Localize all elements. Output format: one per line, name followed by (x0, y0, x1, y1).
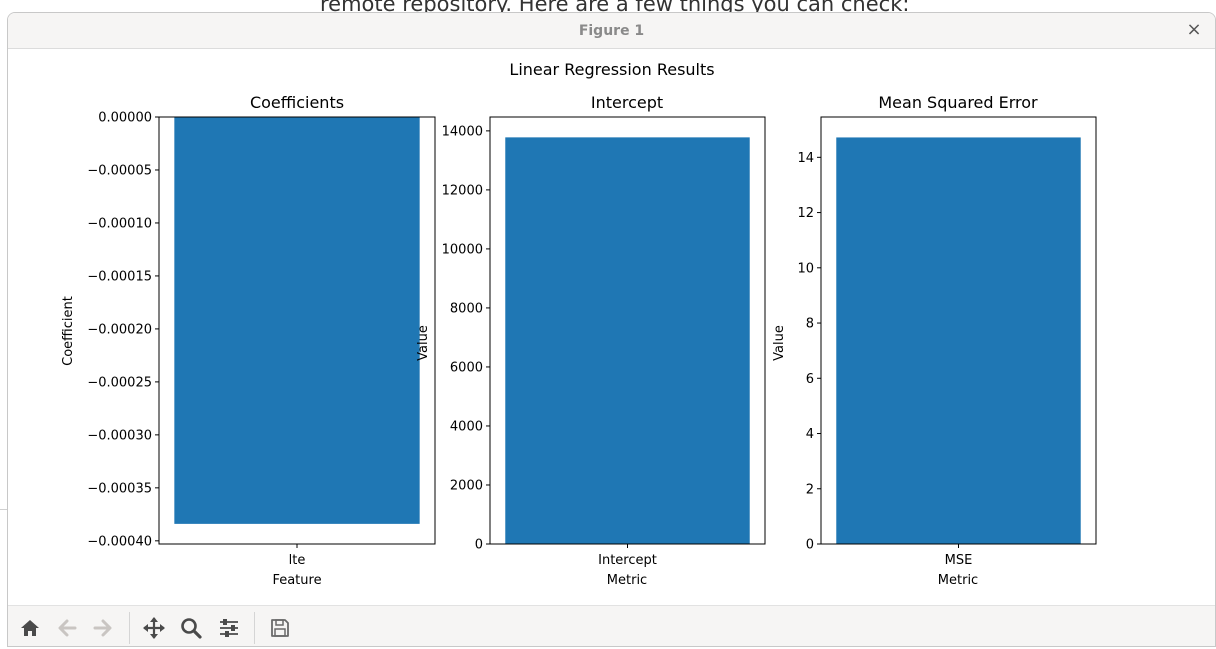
subplot-title: Coefficients (250, 93, 344, 112)
back-button[interactable] (53, 614, 81, 642)
bar (174, 117, 420, 524)
subplot-title: Intercept (591, 93, 663, 112)
y-tick-label: 2000 (450, 478, 483, 493)
y-tick-label: −0.00015 (87, 269, 152, 284)
y-axis-label: Value (772, 325, 787, 361)
y-tick-label: −0.00035 (87, 481, 152, 496)
figure-window: Figure 1 × Linear Regression Results Coe… (7, 12, 1216, 647)
x-axis-label: Metric (938, 573, 978, 588)
toolbar-separator (254, 612, 255, 644)
navigation-toolbar (8, 605, 1215, 646)
x-axis-label: Metric (607, 573, 647, 588)
y-tick-label: −0.00005 (87, 163, 152, 178)
x-axis-label: Feature (272, 573, 321, 588)
y-tick-label: 8000 (450, 301, 483, 316)
y-axis-label: Value (416, 325, 431, 361)
figure-canvas[interactable]: Linear Regression Results Coefficients 0… (8, 49, 1216, 605)
y-tick-label: 0.00000 (98, 111, 152, 126)
close-icon: × (1186, 19, 1202, 40)
y-tick-label: 4 (806, 427, 814, 442)
y-tick-label: −0.00010 (87, 216, 152, 231)
bar (836, 137, 1081, 545)
subplot-mse: Mean Squared Error 0 2 4 6 8 10 12 14 MSE Metri… (772, 93, 1097, 588)
y-tick-label: −0.00040 (87, 534, 152, 549)
y-tick-label: 0 (806, 538, 814, 553)
subplot-title: Mean Squared Error (878, 93, 1038, 112)
y-tick-label: 6000 (450, 360, 483, 375)
arrow-right-icon (93, 619, 112, 637)
background-divider (0, 509, 8, 510)
y-tick-label: −0.00030 (87, 428, 152, 443)
window-title: Figure 1 (578, 23, 645, 39)
y-tick-label: 14000 (442, 124, 483, 139)
y-tick-label: 10000 (442, 242, 483, 257)
pan-button[interactable] (140, 614, 168, 642)
forward-button[interactable] (89, 614, 117, 642)
magnifier-icon (181, 618, 202, 639)
close-button[interactable]: × (1183, 19, 1205, 41)
move-icon (143, 617, 165, 639)
home-button[interactable] (16, 614, 44, 642)
y-tick-label: 6 (806, 372, 814, 387)
floppy-disk-icon (271, 619, 289, 637)
configure-subplots-button[interactable] (215, 614, 243, 642)
y-tick-label: −0.00020 (87, 322, 152, 337)
y-tick-label: 0 (475, 538, 483, 553)
y-axis-label: Coefficient (61, 296, 76, 366)
title-bar[interactable]: Figure 1 × (8, 13, 1215, 49)
y-tick-label: 14 (797, 151, 814, 166)
y-tick-label: 2 (806, 482, 814, 497)
y-tick-label: 12 (797, 206, 814, 221)
x-tick-label: lte (289, 553, 306, 568)
y-tick-label: 10 (797, 261, 814, 276)
y-tick-label: −0.00025 (87, 375, 152, 390)
sliders-icon (220, 619, 238, 637)
y-tick-label: 8 (806, 317, 814, 332)
home-icon (21, 620, 39, 636)
x-tick-label: Intercept (598, 553, 657, 568)
arrow-left-icon (58, 619, 77, 637)
zoom-button[interactable] (177, 614, 205, 642)
subplot-coefficients: Coefficients 0.00000 −0.00005 −0.00010 −0.0… (61, 93, 436, 588)
subplot-intercept: Intercept 0 2000 4000 6000 8000 10000 12000 140… (416, 93, 766, 588)
y-tick-label: 4000 (450, 419, 483, 434)
x-tick-label: MSE (945, 553, 973, 568)
save-button[interactable] (266, 614, 294, 642)
bar (505, 137, 750, 544)
figure-suptitle: Linear Regression Results (509, 60, 714, 79)
y-tick-label: 12000 (442, 183, 483, 198)
toolbar-separator (129, 612, 130, 644)
